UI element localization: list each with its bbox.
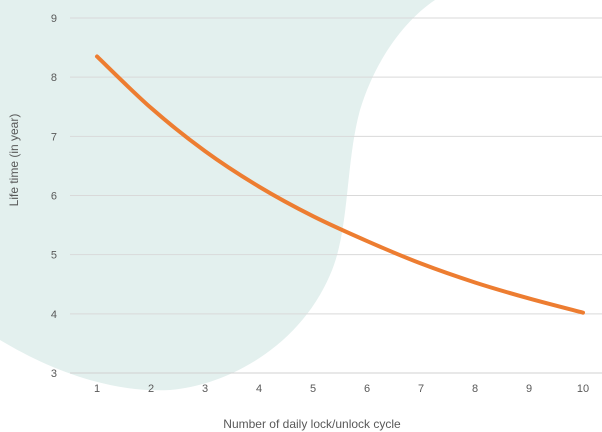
x-tick-label: 4 (256, 383, 262, 395)
x-tick-label: 7 (418, 383, 424, 395)
gridlines (70, 17, 602, 315)
y-tick-label: 6 (51, 191, 57, 203)
y-tick-label: 5 (51, 250, 57, 262)
x-tick-label: 2 (148, 383, 154, 395)
series-line (95, 54, 585, 315)
y-tick-label: 3 (51, 368, 57, 380)
x-axis-label: Number of daily lock/unlock cycle (223, 417, 401, 431)
y-tick-label: 7 (51, 131, 57, 143)
y-tick-label: 9 (51, 13, 57, 25)
x-tick-label: 9 (526, 383, 532, 395)
x-tick-label: 3 (202, 383, 208, 395)
x-tick-label: 5 (310, 383, 316, 395)
x-tick-label: 1 (94, 383, 100, 395)
x-tick-labels: 1 2 3 4 5 6 7 8 9 10 (94, 383, 589, 395)
x-tick-label: 6 (364, 383, 370, 395)
y-tick-labels: 3 4 5 6 7 8 9 (51, 13, 57, 380)
x-tick-label: 8 (472, 383, 478, 395)
y-tick-label: 4 (51, 309, 57, 321)
x-tick-label: 10 (577, 383, 589, 395)
y-tick-label: 8 (51, 72, 57, 84)
y-axis-label: Life time (in year) (7, 114, 21, 207)
